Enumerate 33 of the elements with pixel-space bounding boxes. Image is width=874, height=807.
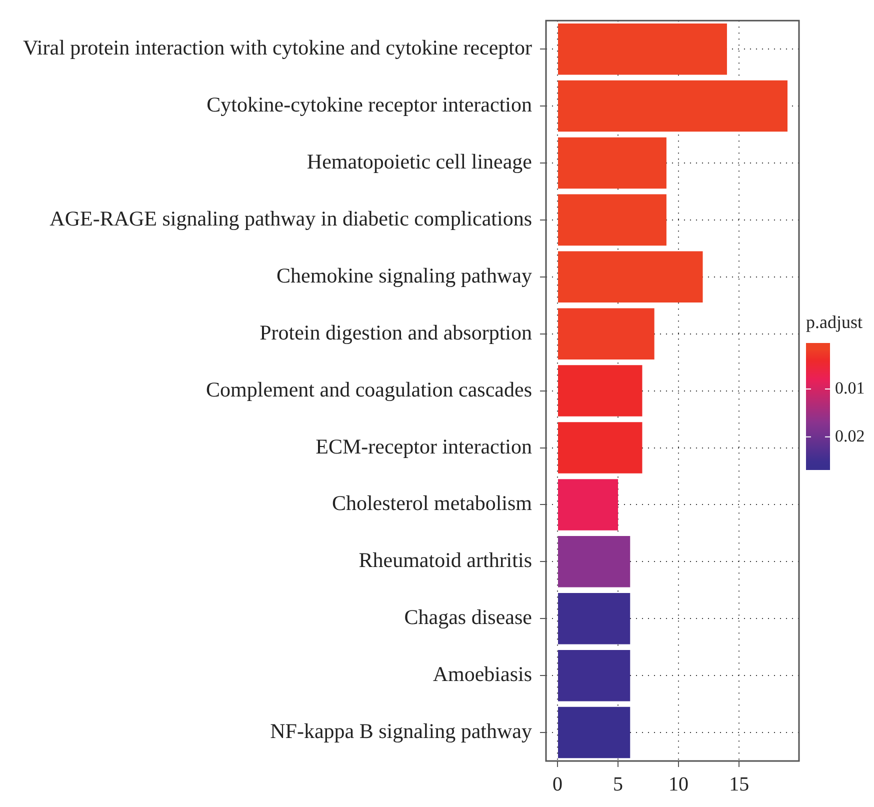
y-tick-label: NF-kappa B signaling pathway bbox=[270, 719, 532, 744]
bar bbox=[558, 536, 630, 588]
y-tick-label: Viral protein interaction with cytokine and cytokine receptor bbox=[23, 36, 532, 60]
bar bbox=[558, 365, 642, 416]
x-tick-label: 10 bbox=[668, 773, 689, 796]
bar bbox=[558, 80, 788, 132]
y-tick-label: Cytokine-cytokine receptor interaction bbox=[206, 92, 532, 117]
y-tick-label: Hematopoietic cell lineage bbox=[306, 150, 532, 174]
bar bbox=[558, 650, 630, 702]
bar bbox=[558, 194, 666, 246]
bar bbox=[558, 479, 618, 530]
bar bbox=[558, 308, 654, 360]
y-tick-label: Chemokine signaling pathway bbox=[276, 263, 532, 288]
color-bar-label: 0.01 bbox=[835, 378, 865, 398]
x-tick-label: 15 bbox=[729, 773, 750, 796]
x-tick-label: 0 bbox=[552, 773, 562, 796]
bar bbox=[558, 23, 727, 75]
bar bbox=[558, 422, 642, 474]
color-bar-title: p.adjust bbox=[806, 312, 862, 332]
y-tick-label: Protein digestion and absorption bbox=[260, 320, 532, 344]
y-tick-label: Amoebiasis bbox=[432, 662, 532, 686]
bar bbox=[558, 706, 630, 758]
y-tick-label: Rheumatoid arthritis bbox=[358, 548, 532, 572]
y-tick-label: ECM-receptor interaction bbox=[316, 434, 532, 458]
bar bbox=[558, 592, 630, 644]
y-tick-label: Complement and coagulation cascades bbox=[206, 377, 532, 402]
x-tick-label: 5 bbox=[613, 773, 624, 796]
y-tick-label: Cholesterol metabolism bbox=[332, 491, 532, 516]
bar bbox=[558, 137, 666, 189]
bar bbox=[558, 251, 703, 303]
color-bar-label: 0.02 bbox=[835, 426, 865, 446]
y-tick-label: Chagas disease bbox=[404, 605, 532, 630]
y-tick-label: AGE-RAGE signaling pathway in diabetic complications bbox=[50, 206, 532, 230]
